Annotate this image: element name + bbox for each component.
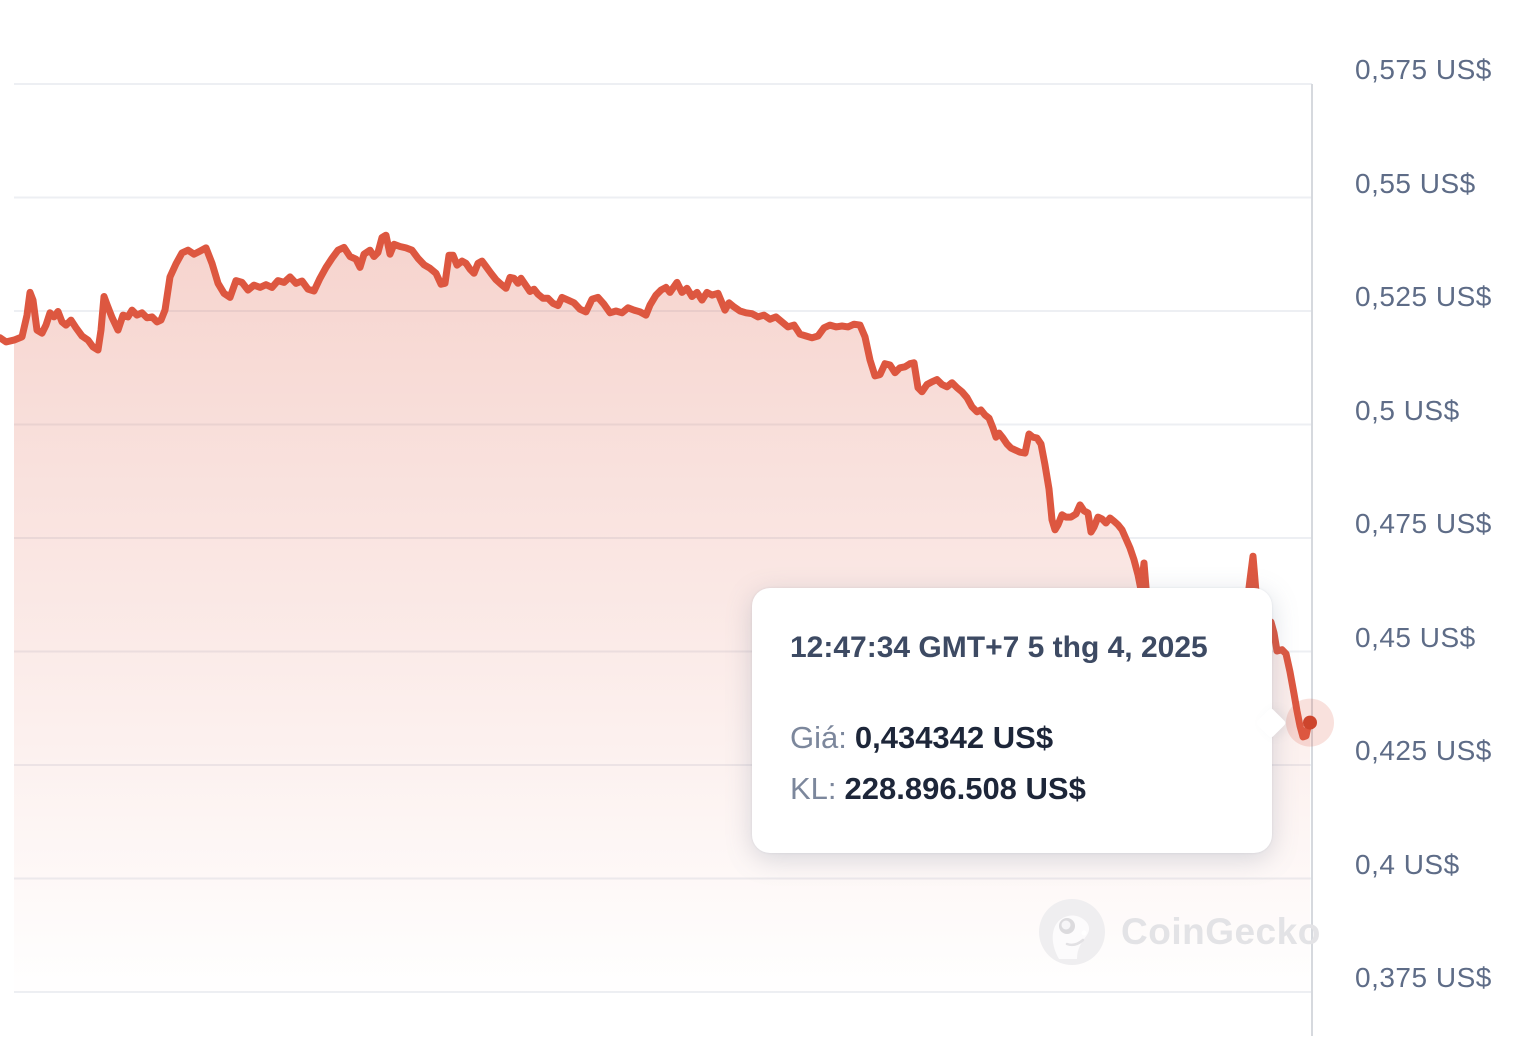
tooltip-price-value: 0,434342 US$ [854,720,1054,755]
tooltip-price-row: Giá: 0,434342 US$ [790,716,1236,760]
tooltip-volume-label: KL: [790,771,837,806]
watermark: CoinGecko [1037,897,1321,967]
chart-tooltip: 12:47:34 GMT+7 5 thg 4, 2025 Giá: 0,43434… [752,588,1287,853]
tooltip-volume-row: KL: 228.896.508 US$ [790,767,1236,811]
tooltip-price-label: Giá: [790,720,847,755]
tooltip-timestamp: 12:47:34 GMT+7 5 thg 4, 2025 [790,631,1208,664]
last-point-dot [1303,715,1317,730]
coingecko-logo-icon [1039,899,1105,965]
tooltip-volume-value: 228.896.508 US$ [844,771,1086,806]
price-line [0,231,1314,741]
watermark-text: CoinGecko [1121,911,1321,952]
